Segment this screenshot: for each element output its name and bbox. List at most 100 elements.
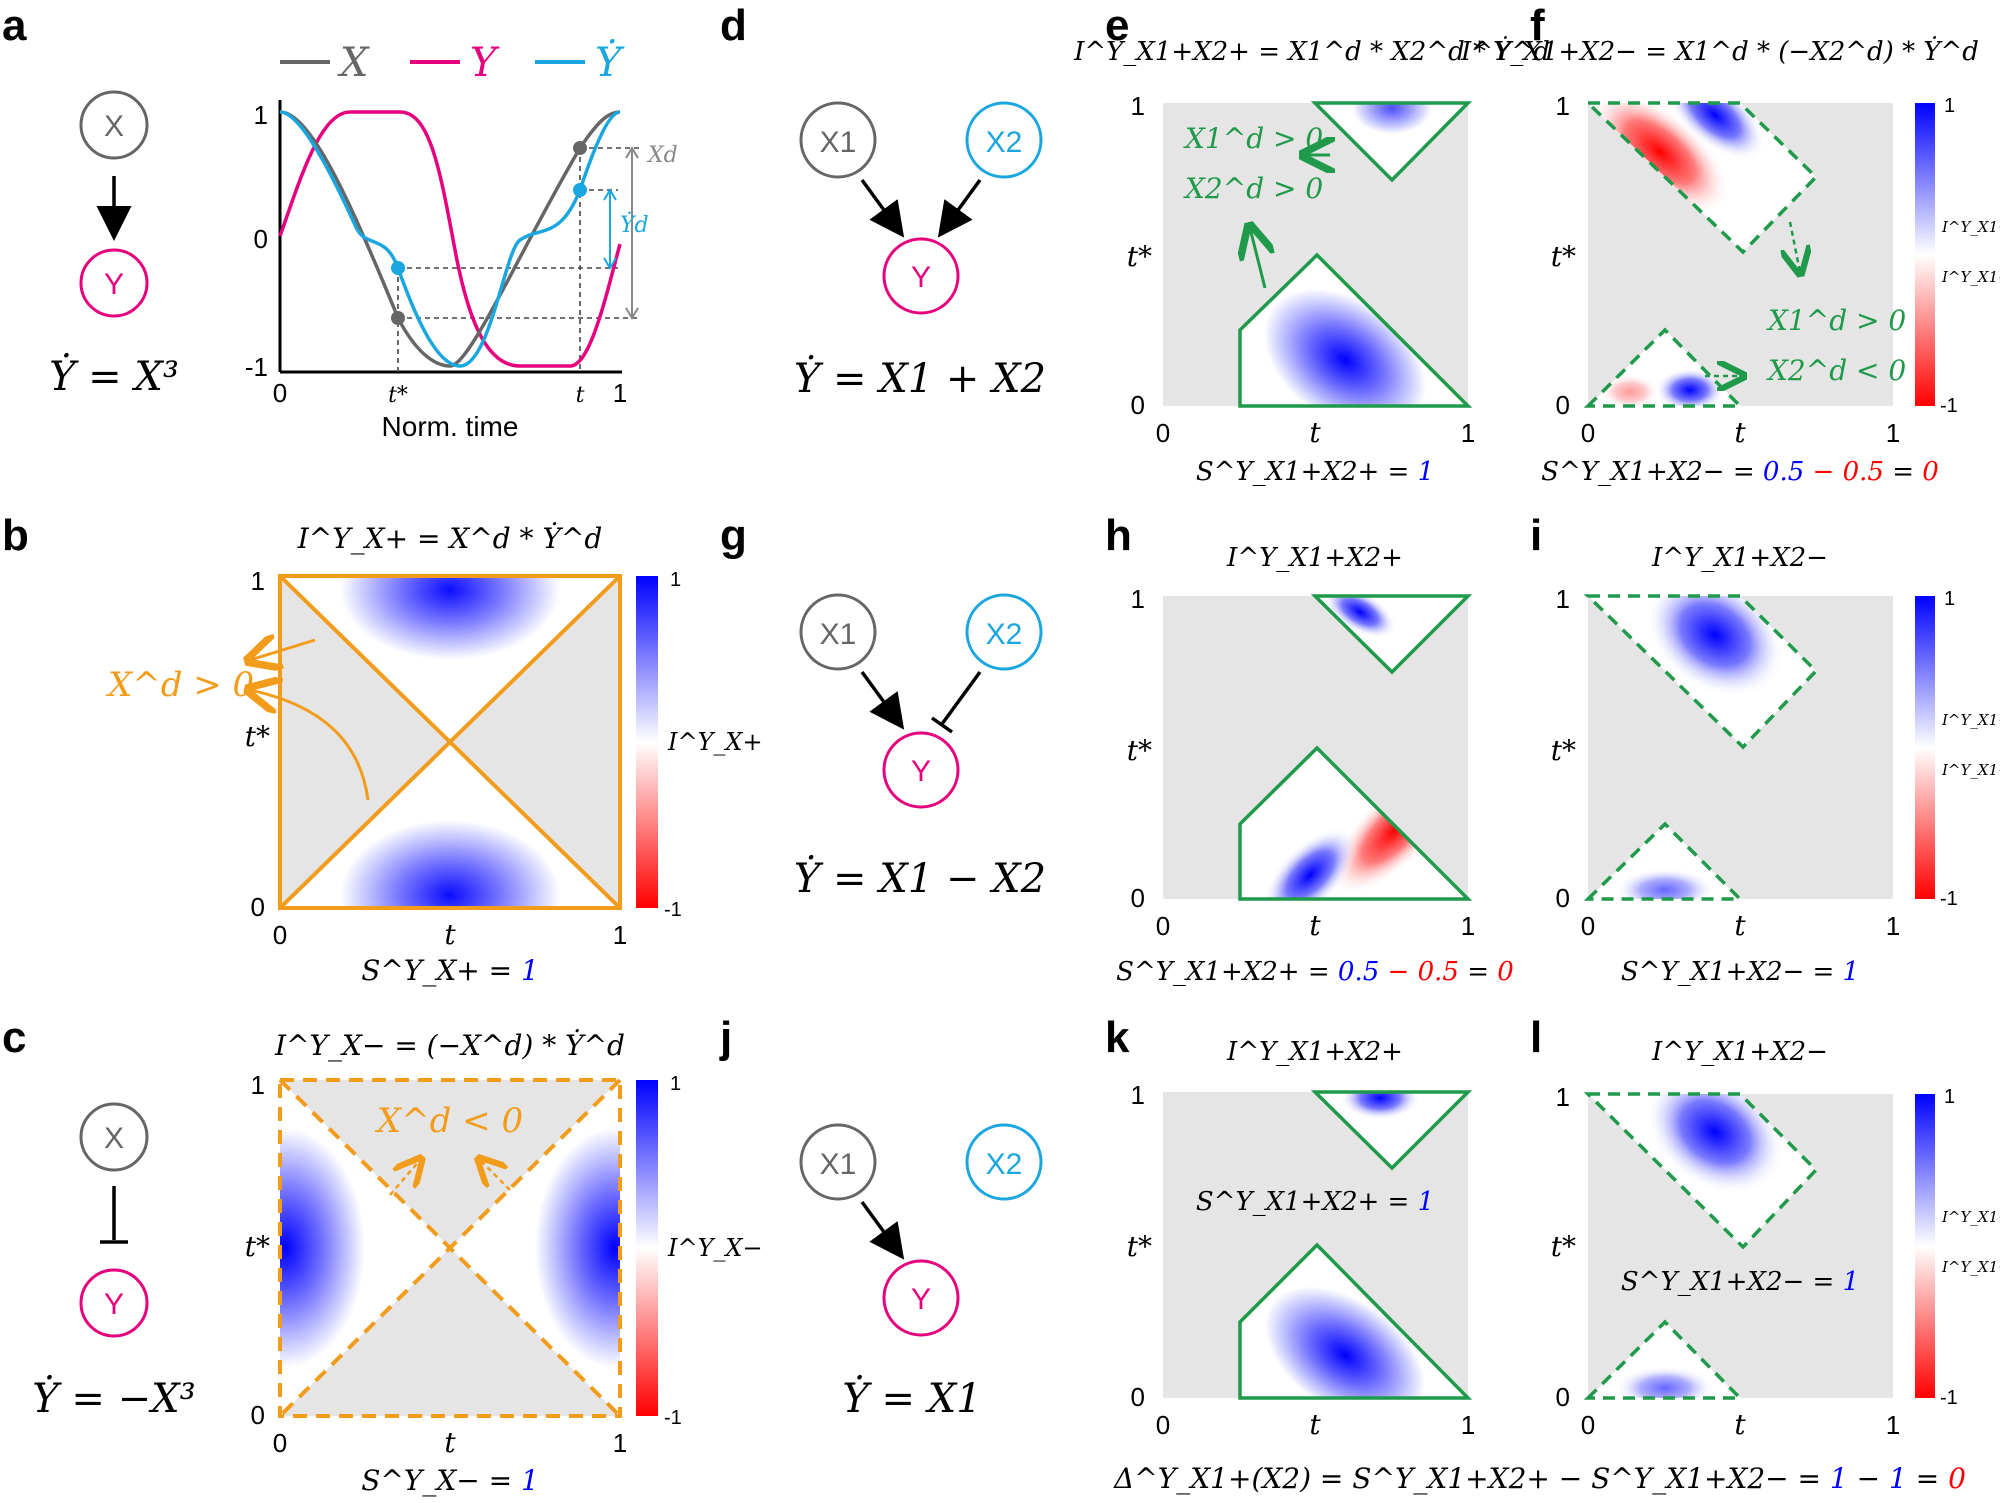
ylabel-i: t* xyxy=(1551,734,1576,767)
heatmap-i: I^Y_X1+X2− 1 0 t* 0 1 t S^Y_X1+X2− = 1 1… xyxy=(1551,543,2000,987)
cbar-label-b: I^Y_X+ xyxy=(667,728,763,756)
colorbar-l xyxy=(1915,1094,1935,1398)
legend-x: X xyxy=(337,40,370,86)
xlabel-e: t xyxy=(1309,416,1321,449)
xtick-0-e: 0 xyxy=(1156,418,1170,448)
node-y-j: Y xyxy=(911,1283,931,1316)
xlabel-l: t xyxy=(1734,1408,1746,1441)
ydotd-bracket xyxy=(603,188,617,270)
xlabel-k: t xyxy=(1309,1408,1321,1441)
cbar-top-l: 1 xyxy=(1944,1086,1955,1108)
heatmap-l: I^Y_X1+X2− S^Y_X1+X2− = 1 1 0 t* 0 1 t 1… xyxy=(1551,1037,2000,1441)
ydotd-label: Ẏd xyxy=(620,211,649,238)
node-x2-g: X2 xyxy=(986,618,1023,651)
network-j: X1 X2 Y Ẏ = X1 xyxy=(799,1123,1043,1422)
annotation-e1: X1^d > 0 xyxy=(1183,122,1323,155)
xtick-1-f: 1 xyxy=(1886,418,1900,448)
colorbar-f xyxy=(1915,103,1935,406)
score-i: S^Y_X1+X2− = 1 xyxy=(1621,957,1859,987)
xtick-0: 0 xyxy=(273,378,287,408)
score-l: S^Y_X1+X2− = 1 xyxy=(1621,1267,1859,1297)
tick-t: t xyxy=(576,383,585,408)
xd-bracket xyxy=(625,146,639,320)
curve-x xyxy=(279,110,621,368)
title-b: I^Y_X+ = X^d * Ẏ^d xyxy=(297,522,603,555)
title-f: I^Y_X1+X2− = X1^d * (−X2^d) * Ẏ^d xyxy=(1460,36,1979,67)
score-c: S^Y_X− = 1 xyxy=(361,1464,539,1497)
cbar-bottom-f: -1 xyxy=(1940,395,1958,417)
xtick-1-b: 1 xyxy=(613,920,627,950)
ytick-0-i: 0 xyxy=(1556,883,1570,913)
ytick-0-k: 0 xyxy=(1131,1382,1145,1412)
ytick-0: 0 xyxy=(254,224,268,254)
score-b: S^Y_X+ = 1 xyxy=(361,954,539,987)
ylabel-h: t* xyxy=(1127,734,1152,767)
node-y-g: Y xyxy=(911,755,931,788)
xtick-1-e: 1 xyxy=(1461,418,1475,448)
cbar-top-b: 1 xyxy=(670,569,681,591)
ytick-1: 1 xyxy=(254,100,268,130)
ytick-1-b: 1 xyxy=(251,566,265,596)
node-y-label: Y xyxy=(104,268,124,301)
xd-label: Xd xyxy=(646,143,678,168)
annotation-b: X^d > 0 xyxy=(105,665,254,705)
panel-letter-b: b xyxy=(2,511,29,560)
point-x-t xyxy=(573,141,587,155)
xlabel-c: t xyxy=(444,1426,456,1459)
score-e: S^Y_X1+X2+ = 1 xyxy=(1196,457,1434,487)
annotation-f1: X1^d > 0 xyxy=(1766,304,1906,337)
network-a: X Y Ẏ = X³ xyxy=(49,90,179,400)
ylabel-e: t* xyxy=(1127,240,1152,273)
network-g: X1 X2 Y Ẏ = X1 − X2 xyxy=(794,593,1046,902)
legend-ydot: Ẏ xyxy=(595,39,625,86)
delta-equation: Δ^Y_X1+(X2) = S^Y_X1+X2+ − S^Y_X1+X2− = … xyxy=(1113,1462,1966,1495)
node-x2-j: X2 xyxy=(986,1148,1023,1181)
panel-letter-k: k xyxy=(1105,1013,1130,1062)
xlabel-h: t xyxy=(1309,909,1321,942)
xtick-0-i: 0 xyxy=(1581,911,1595,941)
equation-a: Ẏ = X³ xyxy=(49,353,179,400)
panel-letter-h: h xyxy=(1105,511,1132,560)
xtick-1-i: 1 xyxy=(1886,911,1900,941)
node-x1-d: X1 xyxy=(820,126,857,159)
xtick-1-h: 1 xyxy=(1461,911,1475,941)
xlabel-i: t xyxy=(1734,909,1746,942)
ytick-1-e: 1 xyxy=(1131,91,1145,121)
cbar-bottom-c: -1 xyxy=(664,1407,682,1429)
heatmap-e: I^Y_X1+X2+ = X1^d * X2^d * Ẏ^d X1^d > 0 … xyxy=(1073,36,1550,487)
point-x-tstar xyxy=(391,311,405,325)
ytick-1-h: 1 xyxy=(1131,584,1145,614)
panel-letter-e: e xyxy=(1105,1,1129,50)
ylabel-c: t* xyxy=(245,1230,270,1263)
ytick-1-f: 1 xyxy=(1556,91,1570,121)
cbar-neg-l: I^Y_X1+X2− xyxy=(1941,1258,2000,1276)
ylabel-b: t* xyxy=(245,720,270,753)
cbar-pos-i: I^Y_X1+X2+ xyxy=(1941,711,2000,729)
xtick-1-l: 1 xyxy=(1886,1410,1900,1440)
panel-letter-c: c xyxy=(2,1013,26,1062)
network-c: X Y Ẏ = −X³ xyxy=(32,1102,196,1422)
cbar-pos-l: I^Y_X1+X2+ xyxy=(1941,1208,2000,1226)
xtick-0-c: 0 xyxy=(273,1428,287,1458)
cbar-label-c: I^Y_X− xyxy=(667,1234,763,1262)
panel-letter-d: d xyxy=(720,1,747,50)
title-i: I^Y_X1+X2− xyxy=(1651,543,1828,573)
panel-letter-i: i xyxy=(1530,511,1542,560)
point-ydot-t xyxy=(573,183,587,197)
ytick-1-i: 1 xyxy=(1556,584,1570,614)
cbar-neg-i: I^Y_X1+X2− xyxy=(1941,761,2000,779)
ytick-0-f: 0 xyxy=(1556,390,1570,420)
colorbar-c xyxy=(636,1080,658,1416)
ytick-1-c: 1 xyxy=(251,1070,265,1100)
node-y xyxy=(79,248,149,318)
panel-letter-j: j xyxy=(719,1013,732,1062)
annotation-c: X^d < 0 xyxy=(374,1101,523,1141)
node-x1-j: X1 xyxy=(820,1148,857,1181)
score-h: S^Y_X1+X2+ = 0.5 − 0.5 = 0 xyxy=(1116,957,1514,987)
ytick-1-l: 1 xyxy=(1556,1082,1570,1112)
timeseries-plot: X Y Ẏ 1 0 -1 0 1 t* t Norm. time xyxy=(245,39,678,442)
xtick-1: 1 xyxy=(613,378,627,408)
node-x2-d: X2 xyxy=(986,126,1023,159)
title-c: I^Y_X− = (−X^d) * Ẏ^d xyxy=(274,1029,625,1062)
